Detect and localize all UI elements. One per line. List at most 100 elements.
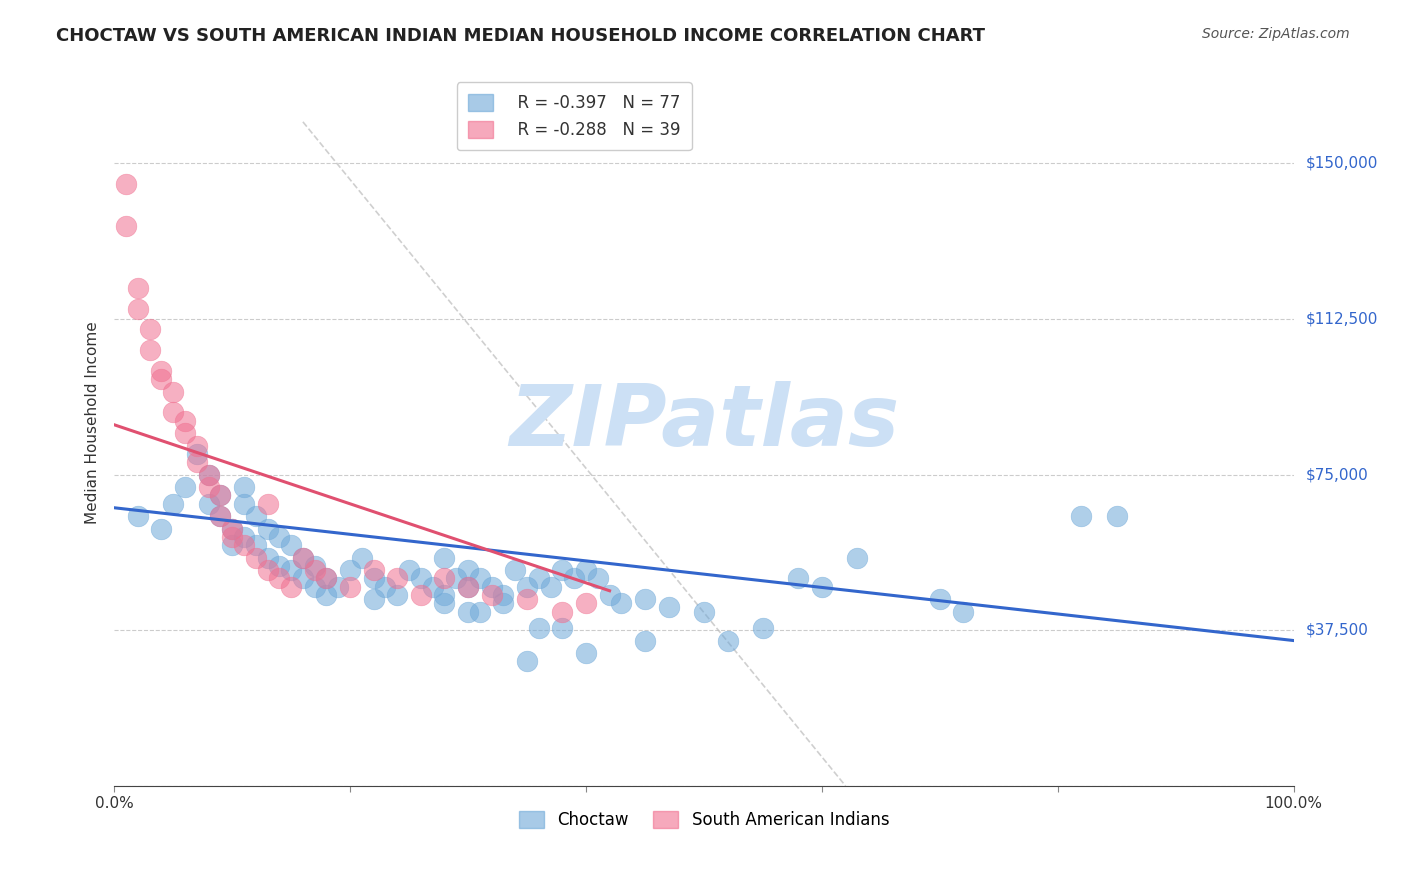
Text: $150,000: $150,000 [1305,156,1378,171]
South American Indians [245,550,267,565]
Choctaw [693,605,716,619]
Choctaw [315,588,337,602]
Choctaw [516,654,538,668]
Text: CHOCTAW VS SOUTH AMERICAN INDIAN MEDIAN HOUSEHOLD INCOME CORRELATION CHART: CHOCTAW VS SOUTH AMERICAN INDIAN MEDIAN … [56,27,986,45]
Choctaw [422,580,444,594]
Choctaw [221,538,243,552]
South American Indians [409,588,432,602]
Choctaw [174,480,197,494]
Choctaw [551,621,574,635]
Legend: Choctaw, South American Indians: Choctaw, South American Indians [512,804,896,836]
Choctaw [256,550,278,565]
Choctaw [363,592,385,607]
South American Indians [186,438,208,452]
Choctaw [527,621,550,635]
South American Indians [197,467,219,482]
Text: ZIPatlas: ZIPatlas [509,381,898,464]
Choctaw [1105,509,1128,524]
Choctaw [291,571,314,585]
Choctaw [481,580,503,594]
South American Indians [197,480,219,494]
South American Indians [339,580,361,594]
South American Indians [280,580,302,594]
Choctaw [457,580,479,594]
Choctaw [197,497,219,511]
Choctaw [269,530,291,544]
Choctaw [657,600,679,615]
Choctaw [186,447,208,461]
South American Indians [304,563,326,577]
South American Indians [115,219,138,233]
Choctaw [398,563,420,577]
South American Indians [138,343,160,357]
Choctaw [269,558,291,573]
South American Indians [127,281,149,295]
Choctaw [575,563,598,577]
South American Indians [150,364,173,378]
South American Indians [115,177,138,191]
South American Indians [186,455,208,469]
Text: $37,500: $37,500 [1305,623,1368,638]
Choctaw [433,588,456,602]
Choctaw [339,563,361,577]
South American Indians [174,426,197,441]
South American Indians [516,592,538,607]
Choctaw [363,571,385,585]
Choctaw [291,550,314,565]
Choctaw [245,538,267,552]
Choctaw [209,488,232,502]
South American Indians [150,372,173,386]
Choctaw [634,633,657,648]
Choctaw [716,633,738,648]
Choctaw [492,596,515,610]
Choctaw [150,521,173,535]
South American Indians [221,530,243,544]
Choctaw [387,588,409,602]
Choctaw [350,550,373,565]
South American Indians [209,509,232,524]
Choctaw [221,521,243,535]
Choctaw [468,605,491,619]
Choctaw [599,588,621,602]
Choctaw [551,563,574,577]
Choctaw [315,571,337,585]
Choctaw [433,596,456,610]
Choctaw [162,497,184,511]
Choctaw [492,588,515,602]
South American Indians [387,571,409,585]
South American Indians [269,571,291,585]
South American Indians [232,538,254,552]
Choctaw [280,563,302,577]
South American Indians [315,571,337,585]
Choctaw [527,571,550,585]
South American Indians [363,563,385,577]
South American Indians [457,580,479,594]
Choctaw [540,580,562,594]
Choctaw [457,563,479,577]
South American Indians [256,497,278,511]
Choctaw [444,571,467,585]
Choctaw [811,580,834,594]
Choctaw [127,509,149,524]
Choctaw [846,550,869,565]
South American Indians [138,322,160,336]
Y-axis label: Median Household Income: Median Household Income [86,321,100,524]
South American Indians [221,521,243,535]
Choctaw [457,605,479,619]
South American Indians [162,384,184,399]
Choctaw [787,571,810,585]
Choctaw [610,596,633,610]
Text: $75,000: $75,000 [1305,467,1368,482]
Choctaw [197,467,219,482]
South American Indians [127,301,149,316]
Choctaw [1070,509,1092,524]
Text: Source: ZipAtlas.com: Source: ZipAtlas.com [1202,27,1350,41]
Choctaw [232,530,254,544]
Choctaw [256,521,278,535]
Choctaw [562,571,585,585]
Choctaw [468,571,491,585]
Choctaw [433,550,456,565]
Text: $112,500: $112,500 [1305,311,1378,326]
Choctaw [304,558,326,573]
Choctaw [232,480,254,494]
